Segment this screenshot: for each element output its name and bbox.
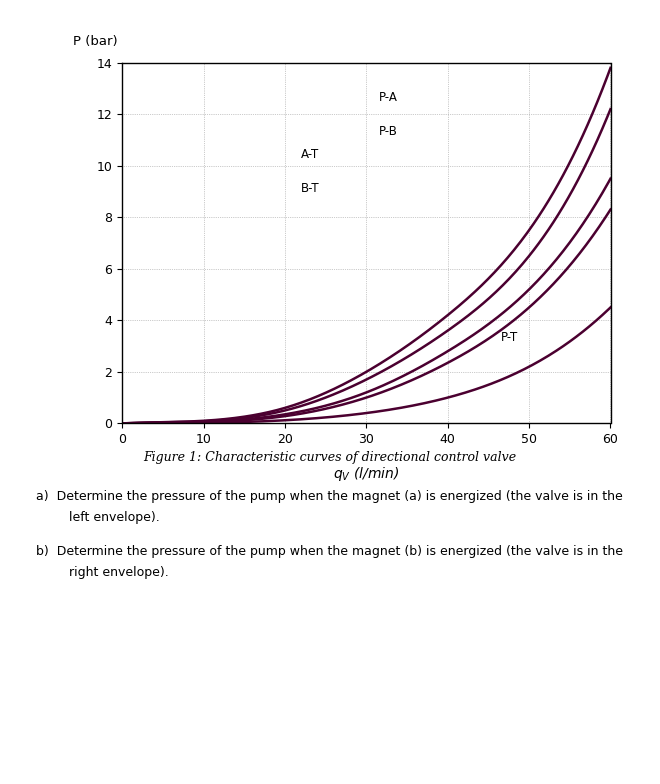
Text: right envelope).: right envelope). [69,566,169,579]
Text: A-T: A-T [301,148,319,161]
Text: left envelope).: left envelope). [69,511,160,524]
Text: P-T: P-T [500,331,518,344]
Text: P-A: P-A [379,92,397,104]
Text: $q_V$ (l/min): $q_V$ (l/min) [333,465,399,483]
Text: Figure 1: Characteristic curves of directional control valve: Figure 1: Characteristic curves of direc… [143,451,517,464]
Text: B-T: B-T [301,182,320,194]
Text: a)  Determine the pressure of the pump when the magnet (a) is energized (the val: a) Determine the pressure of the pump wh… [36,490,623,503]
Text: P-B: P-B [379,125,397,138]
Text: b)  Determine the pressure of the pump when the magnet (b) is energized (the val: b) Determine the pressure of the pump wh… [36,545,623,558]
Text: P (bar): P (bar) [73,35,118,49]
